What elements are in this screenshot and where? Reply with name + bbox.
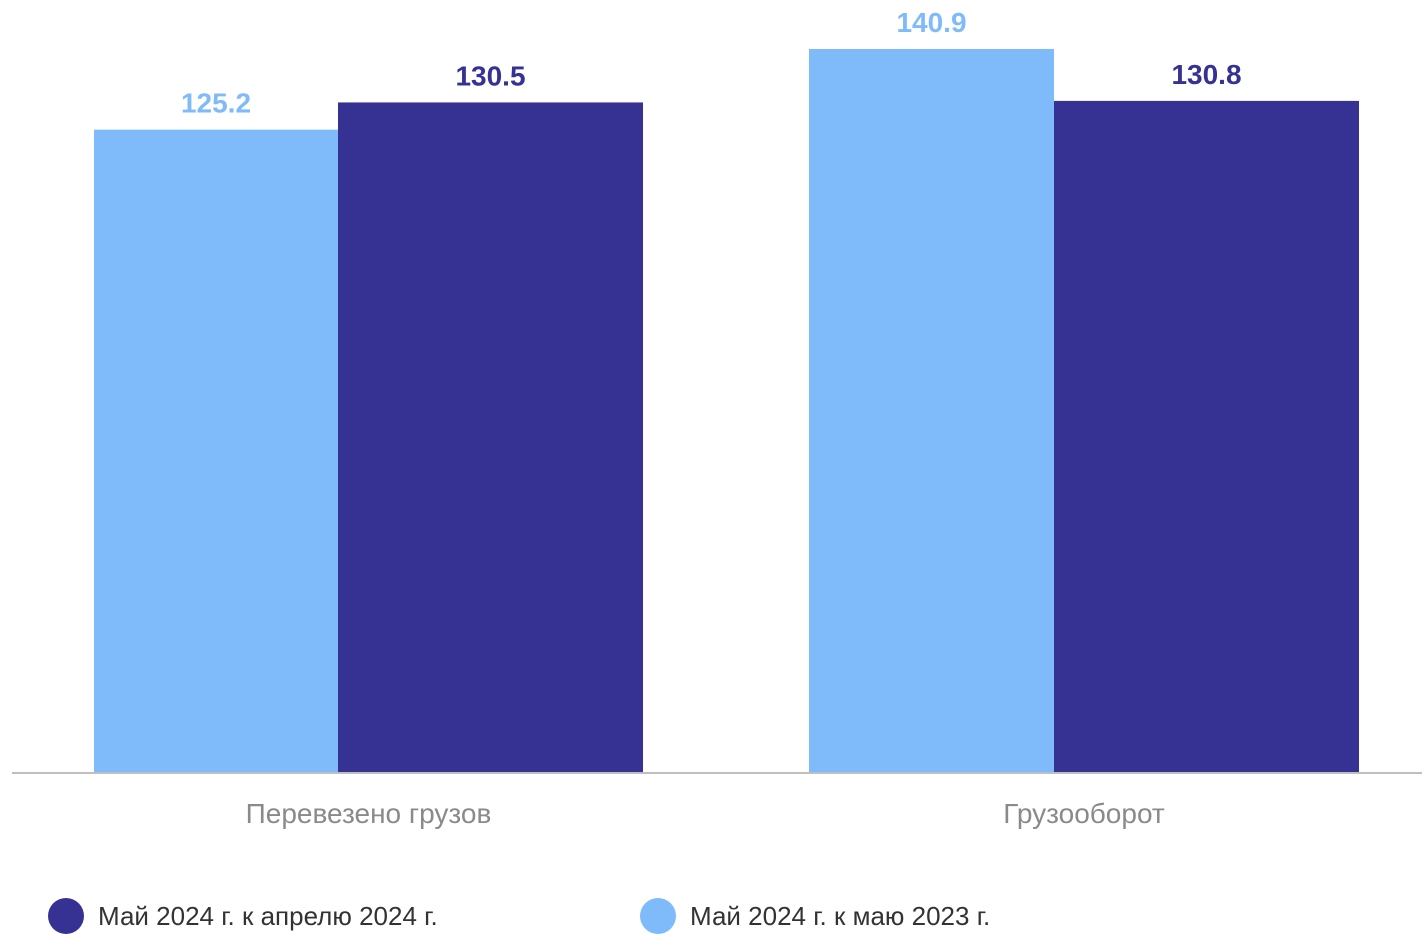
- legend-item-light: Май 2024 г. к маю 2023 г.: [640, 898, 990, 934]
- data-label-1-1: 130.8: [1171, 59, 1241, 90]
- bar-0-1: [338, 102, 643, 773]
- labels-group: 125.2 130.5 Перевезено грузов 140.9 130.8 Гру…: [181, 7, 1242, 829]
- legend-item-dark: Май 2024 г. к апрелю 2024 г.: [48, 898, 438, 934]
- category-label-1: Грузооборот: [1003, 798, 1165, 829]
- data-label-0-1: 130.5: [455, 60, 525, 91]
- legend-label-light: Май 2024 г. к маю 2023 г.: [690, 900, 991, 931]
- legend-swatch-light: [640, 898, 676, 934]
- category-label-0: Перевезено грузов: [246, 798, 492, 829]
- bar-1-1: [1054, 100, 1359, 773]
- bar-0-0: [94, 129, 338, 773]
- legend-swatch-dark: [48, 898, 84, 934]
- bar-1-0: [809, 49, 1054, 773]
- bars-group: [94, 49, 1359, 773]
- data-label-1-0: 140.9: [896, 7, 966, 38]
- legend-label-dark: Май 2024 г. к апрелю 2024 г.: [98, 900, 438, 931]
- data-label-0-0: 125.2: [181, 88, 251, 119]
